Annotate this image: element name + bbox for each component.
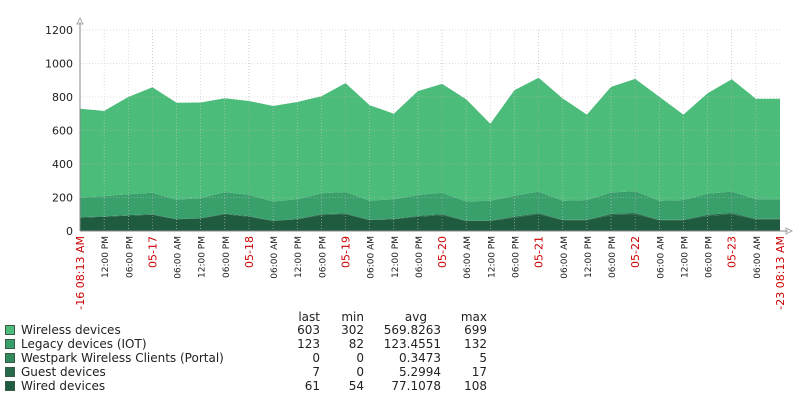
legend-avg: 569.8263 <box>383 323 441 337</box>
x-tick-label: 06:00 PM <box>125 236 135 278</box>
legend-row: Guest devices 7 0 5.2994 17 <box>0 365 800 379</box>
y-tick-label: 400 <box>52 158 73 171</box>
x-tick-label: 12:00 PM <box>391 236 401 278</box>
legend-last: 123 <box>297 337 320 351</box>
legend-last: 7 <box>312 365 320 379</box>
legend-max: 17 <box>471 365 487 379</box>
legend-table: last min avg max Wireless devices 603 30… <box>0 310 800 400</box>
area-series <box>80 191 780 221</box>
legend-row: Legacy devices (IOT) 123 82 123.4551 132 <box>0 337 800 351</box>
y-tick-label: 200 <box>52 192 73 205</box>
y-axis-arrow <box>76 16 84 25</box>
x-tick-label: 06:00 PM <box>511 236 521 278</box>
y-tick-label: 0 <box>66 225 73 238</box>
legend-min: 0 <box>356 365 364 379</box>
legend-avg: 0.3473 <box>399 351 441 365</box>
legend-max: 132 <box>464 337 487 351</box>
legend-swatch <box>5 353 15 363</box>
legend-last: 603 <box>297 323 320 337</box>
x-tick-label: 06:00 AM <box>174 236 184 279</box>
x-tick-label: 05-19 <box>340 236 353 268</box>
y-tick-label: 1200 <box>45 24 73 37</box>
y-tick-label: 800 <box>52 91 73 104</box>
legend-max: 699 <box>464 323 487 337</box>
legend-avg: 77.1078 <box>391 379 441 393</box>
x-tick-label: 05-20 <box>436 236 449 268</box>
legend-avg: 5.2994 <box>399 365 441 379</box>
legend-header-max: max <box>460 310 487 324</box>
x-tick-label: 06:00 PM <box>222 236 232 278</box>
x-tick-label: 05-22 <box>629 236 642 268</box>
x-tick-label: 05-16 08:13 AM <box>74 236 87 310</box>
x-tick-label: 06:00 PM <box>318 236 328 278</box>
legend-min: 82 <box>348 337 364 351</box>
x-tick-label: 06:00 AM <box>753 236 763 279</box>
legend-header-min: min <box>341 310 364 324</box>
legend-last: 61 <box>304 379 320 393</box>
x-tick-label: 12:00 PM <box>198 236 208 278</box>
x-tick-label: 06:00 AM <box>560 236 570 279</box>
legend-series-name: Wireless devices <box>21 323 121 337</box>
x-tick-label: 12:00 PM <box>101 236 111 278</box>
area-series <box>80 214 780 231</box>
x-axis-arrow <box>785 227 794 235</box>
legend-swatch <box>5 325 15 335</box>
x-tick-label: 05-21 <box>533 236 546 268</box>
legend-swatch <box>5 367 15 377</box>
legend-last: 0 <box>312 351 320 365</box>
legend-max: 108 <box>464 379 487 393</box>
legend-min: 0 <box>356 351 364 365</box>
y-tick-label: 600 <box>52 125 73 138</box>
x-tick-label: 05-23 <box>726 236 739 268</box>
legend-row: Wireless devices 603 302 569.8263 699 <box>0 323 800 337</box>
stacked-area-chart: 0 200 400 600 800 1000 1200 05-16 08:13 AM 12:00… <box>45 16 794 310</box>
legend-max: 5 <box>479 351 487 365</box>
legend-series-name: Guest devices <box>21 365 106 379</box>
legend-row: Westpark Wireless Clients (Portal) 0 0 0… <box>0 351 800 365</box>
legend-series-name: Westpark Wireless Clients (Portal) <box>21 351 224 365</box>
x-tick-label: 05-17 <box>146 236 159 268</box>
x-tick-label: 06:00 AM <box>367 236 377 279</box>
y-tick-label: 1000 <box>45 58 73 71</box>
x-tick-label: 06:00 AM <box>656 236 666 279</box>
x-tick-label: 06:00 AM <box>270 236 280 279</box>
legend-row: Wired devices 61 54 77.1078 108 <box>0 379 800 393</box>
area-series <box>80 77 780 202</box>
legend-swatch <box>5 381 15 391</box>
legend-series-name: Legacy devices (IOT) <box>21 337 147 351</box>
x-tick-label: 05-23 08:13 AM <box>774 236 787 310</box>
x-tick-label: 06:00 PM <box>608 236 618 278</box>
legend-series-name: Wired devices <box>21 379 106 393</box>
x-tick-label: 12:00 PM <box>294 236 304 278</box>
x-tick-label: 12:00 PM <box>680 236 690 278</box>
x-tick-label: 12:00 PM <box>487 236 497 278</box>
legend-min: 54 <box>348 379 364 393</box>
x-tick-label: 06:00 AM <box>463 236 473 279</box>
legend-avg: 123.4551 <box>383 337 441 351</box>
legend-header-last: last <box>298 310 320 324</box>
x-tick-label: 12:00 PM <box>584 236 594 278</box>
x-tick-label: 06:00 PM <box>415 236 425 278</box>
legend-min: 302 <box>341 323 364 337</box>
x-tick-label: 06:00 PM <box>705 236 715 278</box>
legend-swatch <box>5 339 15 349</box>
legend-header-avg: avg <box>404 310 427 324</box>
x-tick-label: 05-18 <box>243 236 256 268</box>
